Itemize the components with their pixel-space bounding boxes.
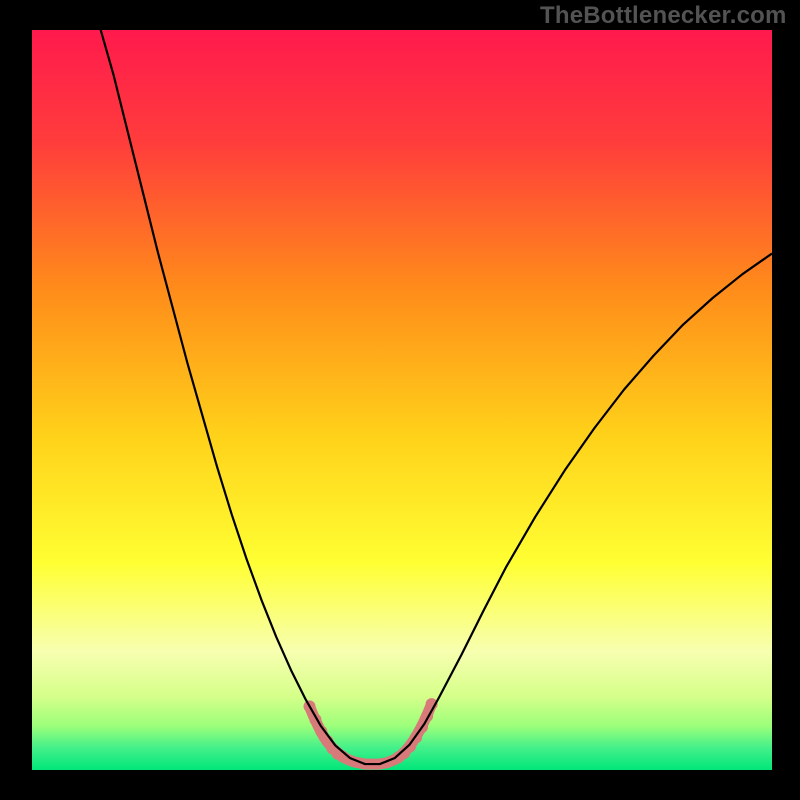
gradient-background <box>32 30 772 770</box>
plot-area <box>32 30 772 770</box>
plot-svg <box>32 30 772 770</box>
watermark-text: TheBottlenecker.com <box>540 2 787 30</box>
chart-stage: TheBottlenecker.com <box>0 0 800 800</box>
